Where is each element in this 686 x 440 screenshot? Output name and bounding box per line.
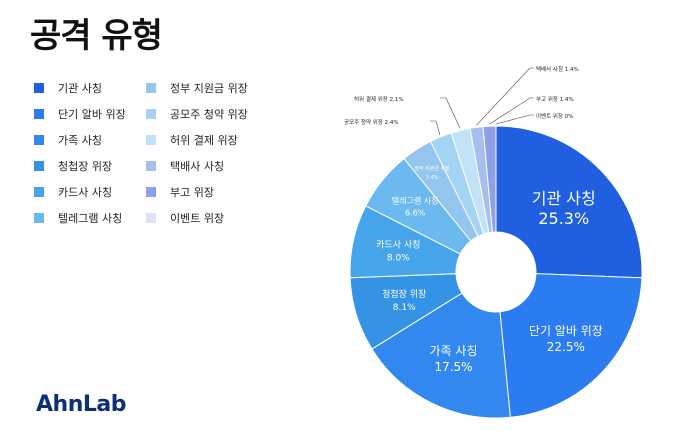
legend-item: 이벤트 위장	[146, 210, 224, 226]
leader-line	[476, 67, 534, 126]
pie-slice	[499, 273, 643, 418]
legend-swatch	[146, 213, 156, 223]
leader-line	[440, 97, 461, 129]
legend-swatch	[34, 213, 44, 223]
legend-item: 기관 사칭	[34, 80, 102, 96]
data-label: 부고 위장 1.4%	[536, 95, 574, 103]
legend-swatch	[34, 109, 44, 119]
leader-line	[489, 97, 534, 125]
legend-label: 부고 위장	[170, 186, 214, 199]
legend-label: 허위 결제 위장	[170, 134, 238, 147]
legend-item: 청첩장 위장	[34, 158, 112, 174]
data-label: 택배사 사칭 1.4%	[536, 65, 579, 73]
legend-swatch	[146, 109, 156, 119]
legend-swatch	[34, 135, 44, 145]
legend-label: 가족 사칭	[58, 134, 102, 147]
data-label: 6.6%	[405, 209, 426, 218]
legend-swatch	[146, 135, 156, 145]
legend-item: 텔레그램 사칭	[34, 210, 122, 226]
legend-label: 텔레그램 사칭	[58, 212, 123, 225]
legend-item: 택배사 사칭	[146, 158, 224, 174]
legend-item: 부고 위장	[146, 184, 214, 200]
data-label: 이벤트 위장 0%	[536, 112, 574, 120]
data-label: 공모주 청약 위장 2.4%	[344, 118, 399, 126]
legend-item: 허위 결제 위장	[146, 132, 238, 148]
legend-swatch	[146, 83, 156, 93]
data-label: 기관 사칭	[532, 189, 596, 208]
legend-label: 이벤트 위장	[170, 212, 225, 225]
legend-label: 기관 사칭	[58, 82, 102, 95]
data-label: 허위 결제 위장 2.1%	[354, 95, 404, 103]
leader-line	[495, 114, 534, 125]
data-label: 8.1%	[393, 303, 416, 313]
legend-label: 카드사 사칭	[58, 186, 113, 199]
chart-title: 공격 유형	[30, 16, 163, 56]
legend-swatch	[146, 161, 156, 171]
legend-item: 카드사 사칭	[34, 184, 112, 200]
legend-swatch	[34, 83, 44, 93]
legend-swatch	[34, 187, 44, 197]
pie-slice	[371, 292, 511, 419]
data-label: 8.0%	[387, 254, 410, 264]
legend-item: 단기 알바 위장	[34, 106, 126, 122]
data-label: 22.5%	[547, 340, 585, 354]
data-label: 텔레그램 사칭	[392, 196, 439, 206]
data-label: 25.3%	[538, 209, 589, 228]
legend-item: 정부 지원금 위장	[146, 80, 248, 96]
pie-slice	[482, 125, 497, 233]
legend-label: 청첩장 위장	[58, 160, 113, 173]
legend-swatch	[34, 161, 44, 171]
data-label: 가족 사칭	[430, 344, 478, 358]
leader-line	[430, 120, 441, 136]
legend-label: 공모주 청약 위장	[170, 108, 248, 121]
data-label: 17.5%	[434, 360, 472, 374]
data-label: 3.4%	[426, 175, 439, 181]
data-label: 단기 알바 위장	[529, 324, 603, 338]
legend-label: 택배사 사칭	[170, 160, 225, 173]
legend-label: 정부 지원금 위장	[170, 82, 248, 95]
pie-slice	[495, 125, 643, 279]
data-label: 청첩장 위장	[382, 289, 426, 300]
brand-logo: AhnLab	[36, 392, 126, 417]
legend-swatch	[146, 187, 156, 197]
data-label: 정부 지원금 위장	[414, 165, 450, 172]
legend-item: 공모주 청약 위장	[146, 106, 248, 122]
legend-item: 가족 사칭	[34, 132, 102, 148]
data-label: 카드사 사칭	[376, 240, 420, 251]
legend-label: 단기 알바 위장	[58, 108, 126, 121]
